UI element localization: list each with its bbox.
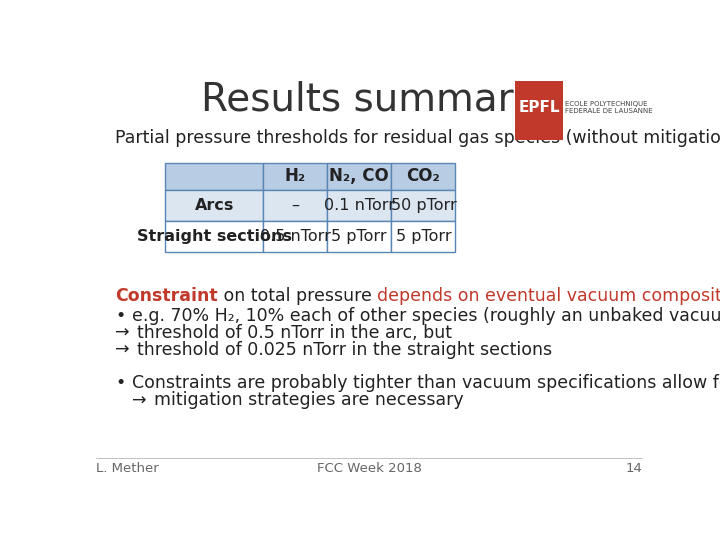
- FancyBboxPatch shape: [166, 221, 263, 252]
- FancyBboxPatch shape: [263, 190, 327, 221]
- Text: 50 pTorr: 50 pTorr: [390, 198, 456, 213]
- FancyBboxPatch shape: [392, 190, 456, 221]
- Text: Straight sections: Straight sections: [137, 229, 292, 244]
- FancyBboxPatch shape: [392, 221, 456, 252]
- Text: 5 pTorr: 5 pTorr: [331, 229, 387, 244]
- Text: 0.5 nTorr: 0.5 nTorr: [260, 229, 330, 244]
- FancyBboxPatch shape: [516, 82, 562, 140]
- Text: on total pressure: on total pressure: [217, 287, 377, 305]
- Text: –: –: [291, 198, 299, 213]
- FancyBboxPatch shape: [166, 190, 263, 221]
- FancyBboxPatch shape: [327, 221, 392, 252]
- Text: 14: 14: [626, 462, 642, 475]
- Text: •: •: [115, 307, 125, 326]
- Text: EPFL: EPFL: [518, 100, 559, 115]
- FancyBboxPatch shape: [166, 163, 263, 190]
- FancyBboxPatch shape: [263, 163, 327, 190]
- Text: L. Mether: L. Mether: [96, 462, 158, 475]
- Text: N₂, CO: N₂, CO: [329, 167, 389, 185]
- Text: 0.1 nTorr: 0.1 nTorr: [324, 198, 395, 213]
- Text: FCC Week 2018: FCC Week 2018: [317, 462, 421, 475]
- Text: Results summary: Results summary: [201, 81, 537, 119]
- Text: •: •: [115, 374, 125, 392]
- Text: threshold of 0.5 nTorr in the arc, but: threshold of 0.5 nTorr in the arc, but: [138, 324, 452, 342]
- Text: mitigation strategies are necessary: mitigation strategies are necessary: [154, 392, 464, 409]
- FancyBboxPatch shape: [392, 163, 456, 190]
- Text: Constraints are probably tighter than vacuum specifications allow for: Constraints are probably tighter than va…: [132, 374, 720, 392]
- Text: 5 pTorr: 5 pTorr: [395, 229, 451, 244]
- Text: →: →: [132, 392, 146, 409]
- Text: H₂: H₂: [284, 167, 305, 185]
- Text: Arcs: Arcs: [194, 198, 234, 213]
- FancyBboxPatch shape: [327, 190, 392, 221]
- Text: Partial pressure thresholds for residual gas species (without mitigation):: Partial pressure thresholds for residual…: [115, 129, 720, 146]
- Text: →: →: [115, 341, 130, 359]
- Text: Constraint: Constraint: [115, 287, 217, 305]
- Text: →: →: [115, 324, 130, 342]
- Text: threshold of 0.025 nTorr in the straight sections: threshold of 0.025 nTorr in the straight…: [138, 341, 552, 359]
- FancyBboxPatch shape: [263, 221, 327, 252]
- Text: e.g. 70% H₂, 10% each of other species (roughly an unbaked vacuum): e.g. 70% H₂, 10% each of other species (…: [132, 307, 720, 326]
- FancyBboxPatch shape: [327, 163, 392, 190]
- Text: CO₂: CO₂: [407, 167, 441, 185]
- Text: depends on eventual vacuum composition: depends on eventual vacuum composition: [377, 287, 720, 305]
- Text: ECOLE POLYTECHNIQUE
FEDERALE DE LAUSANNE: ECOLE POLYTECHNIQUE FEDERALE DE LAUSANNE: [565, 101, 653, 114]
